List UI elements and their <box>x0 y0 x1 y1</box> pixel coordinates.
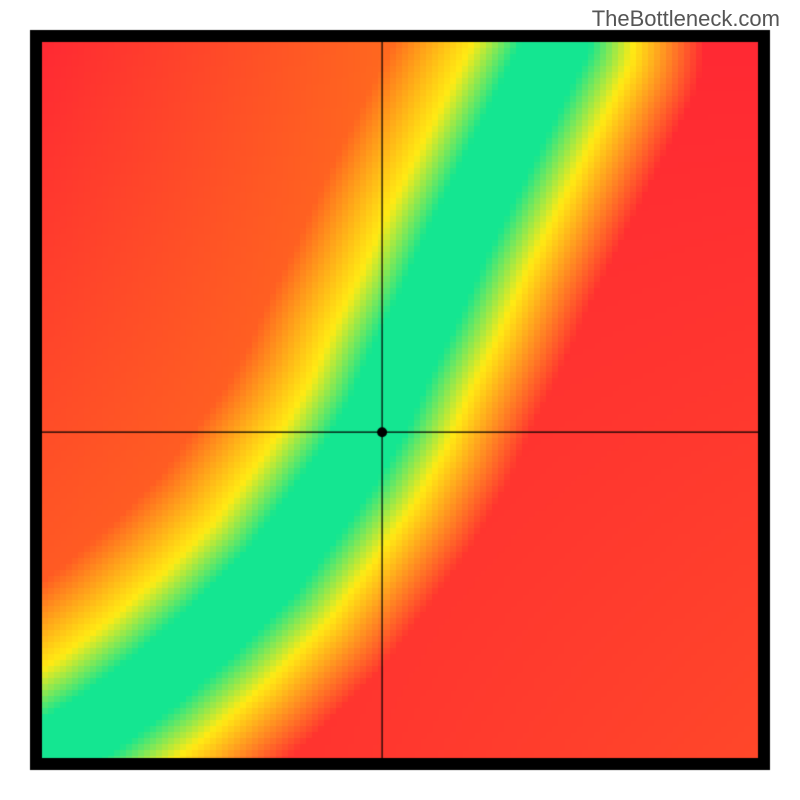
heatmap-canvas <box>0 0 800 800</box>
watermark-text: TheBottleneck.com <box>592 6 780 32</box>
chart-container: TheBottleneck.com <box>0 0 800 800</box>
